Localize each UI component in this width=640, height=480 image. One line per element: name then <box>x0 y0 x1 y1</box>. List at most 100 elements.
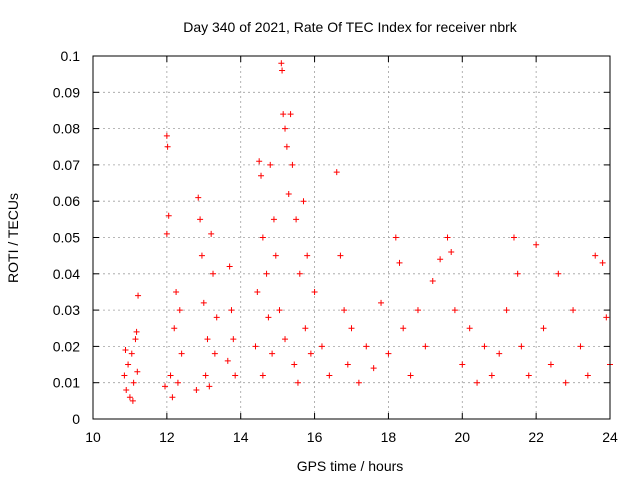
data-point <box>437 256 444 263</box>
data-point <box>429 278 436 285</box>
data-point <box>125 361 132 368</box>
data-point <box>130 379 137 386</box>
data-point <box>282 336 289 343</box>
data-point <box>122 347 129 354</box>
data-point <box>230 336 237 343</box>
x-tick-label: 10 <box>85 429 101 445</box>
data-point <box>392 234 399 241</box>
x-tick-label: 22 <box>528 429 544 445</box>
data-point <box>533 241 540 248</box>
x-tick-label: 12 <box>159 429 175 445</box>
data-point <box>285 190 292 197</box>
x-axis-ticks: 10 12 14 16 18 20 22 24 <box>85 56 618 445</box>
x-tick-label: 16 <box>307 429 323 445</box>
data-point <box>135 292 142 299</box>
data-point <box>173 288 180 295</box>
data-point <box>287 111 294 118</box>
data-point <box>256 158 263 165</box>
data-point <box>599 259 606 266</box>
data-points <box>121 60 613 404</box>
y-tick-label: 0 <box>72 411 80 427</box>
x-tick-label: 24 <box>602 429 618 445</box>
data-point <box>466 325 473 332</box>
data-point <box>193 386 200 393</box>
data-point <box>258 172 265 179</box>
data-point <box>228 307 235 314</box>
data-point <box>444 234 451 241</box>
data-point <box>307 350 314 357</box>
data-point <box>355 379 362 386</box>
data-point <box>129 397 136 404</box>
data-point <box>269 350 276 357</box>
data-point <box>294 379 301 386</box>
data-point <box>407 372 414 379</box>
data-point <box>518 343 525 350</box>
y-tick-label: 0.02 <box>53 338 80 354</box>
data-point <box>259 234 266 241</box>
data-point <box>304 252 311 259</box>
data-point <box>584 372 591 379</box>
data-point <box>272 252 279 259</box>
data-point <box>400 325 407 332</box>
data-point <box>126 394 133 401</box>
data-point <box>276 307 283 314</box>
data-point <box>259 372 266 379</box>
data-point <box>163 132 170 139</box>
data-point <box>318 343 325 350</box>
data-point <box>121 372 128 379</box>
data-point <box>270 216 277 223</box>
data-point <box>169 394 176 401</box>
data-point <box>300 198 307 205</box>
data-point <box>496 350 503 357</box>
data-point <box>128 350 135 357</box>
data-point <box>577 343 584 350</box>
data-point <box>385 350 392 357</box>
data-point <box>226 263 233 270</box>
data-point <box>204 336 211 343</box>
data-point <box>555 270 562 277</box>
data-point <box>132 336 139 343</box>
data-point <box>333 169 340 176</box>
data-point <box>311 288 318 295</box>
data-point <box>176 307 183 314</box>
data-point <box>134 368 141 375</box>
data-point <box>603 314 610 321</box>
data-point <box>448 249 455 256</box>
data-point <box>224 357 231 364</box>
data-point <box>414 307 421 314</box>
data-point <box>133 328 140 335</box>
data-point <box>422 343 429 350</box>
y-tick-label: 0.09 <box>53 84 80 100</box>
data-point <box>123 386 130 393</box>
data-point <box>252 343 259 350</box>
y-tick-label: 0.1 <box>61 48 81 64</box>
data-point <box>265 314 272 321</box>
data-point <box>503 307 510 314</box>
data-point <box>198 252 205 259</box>
data-point <box>459 361 466 368</box>
x-tick-label: 14 <box>233 429 249 445</box>
data-point <box>208 230 215 237</box>
data-point <box>163 230 170 237</box>
data-point <box>510 234 517 241</box>
data-point <box>195 194 202 201</box>
data-point <box>178 350 185 357</box>
y-tick-label: 0.03 <box>53 302 80 318</box>
data-point <box>279 67 286 74</box>
data-point <box>289 161 296 168</box>
y-tick-label: 0.05 <box>53 230 80 246</box>
data-point <box>547 361 554 368</box>
y-tick-label: 0.06 <box>53 193 80 209</box>
data-point <box>283 143 290 150</box>
data-point <box>481 343 488 350</box>
y-tick-label: 0.07 <box>53 157 80 173</box>
data-point <box>293 216 300 223</box>
data-point <box>291 361 298 368</box>
x-tick-label: 18 <box>381 429 397 445</box>
data-point <box>162 383 169 390</box>
data-point <box>540 325 547 332</box>
y-tick-label: 0.01 <box>53 375 80 391</box>
data-point <box>341 307 348 314</box>
data-point <box>200 299 207 306</box>
